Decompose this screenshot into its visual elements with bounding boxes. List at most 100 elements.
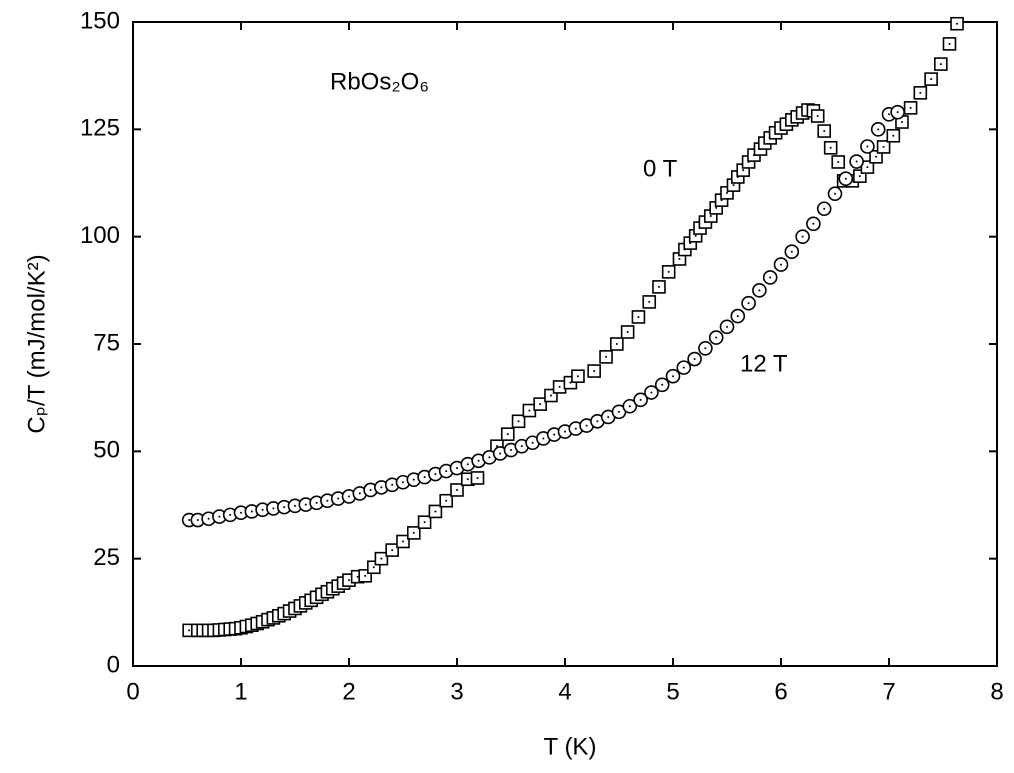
data-point: [806, 216, 821, 232]
data-point: [773, 257, 789, 272]
x-tick-label: 6: [774, 678, 787, 705]
marker-dot: [618, 410, 620, 413]
data-point: [924, 72, 938, 86]
marker-dot: [372, 566, 375, 569]
marker-dot: [882, 145, 885, 148]
x-tick-label: 2: [342, 678, 355, 705]
marker-dot: [558, 385, 561, 388]
marker-dot: [596, 420, 599, 423]
marker-dot: [539, 403, 542, 406]
marker-dot: [445, 470, 448, 473]
marker-dot: [823, 130, 826, 133]
marker-dot: [875, 155, 878, 158]
data-point: [876, 140, 891, 154]
marker-dot: [693, 358, 696, 361]
data-point: [470, 471, 485, 485]
marker-dot: [391, 549, 394, 552]
marker-dot: [412, 531, 415, 534]
marker-dot: [844, 177, 847, 180]
marker-dot: [829, 146, 832, 149]
data-point: [374, 551, 389, 566]
y-tick-label: 75: [93, 329, 120, 356]
marker-dot: [337, 497, 340, 500]
marker-dot: [956, 22, 959, 25]
data-point: [417, 515, 432, 529]
marker-dot: [866, 145, 869, 148]
data-point: [665, 368, 681, 384]
marker-dot: [888, 113, 890, 116]
data-point: [823, 140, 838, 155]
x-tick-label: 8: [990, 678, 1003, 705]
marker-dot: [391, 483, 394, 486]
marker-dot: [732, 184, 735, 187]
marker-dot: [709, 215, 712, 218]
x-axis-label: T (K): [544, 733, 597, 760]
data-point: [320, 493, 335, 509]
marker-dot: [661, 383, 664, 386]
data-point: [903, 101, 918, 115]
marker-dot: [380, 486, 383, 489]
marker-dot: [207, 517, 210, 520]
marker-dot: [892, 134, 895, 137]
data-point: [633, 392, 648, 408]
marker-dot: [272, 507, 275, 510]
marker-dot: [495, 445, 498, 448]
data-point: [698, 340, 713, 356]
data-point: [654, 377, 670, 393]
marker-dot: [919, 91, 922, 94]
marker-dot: [423, 521, 426, 524]
marker-dot: [605, 355, 608, 358]
marker-dot: [466, 478, 469, 481]
marker-dot: [639, 398, 642, 401]
data-point: [428, 504, 443, 519]
marker-dot: [726, 191, 728, 194]
data-point: [810, 109, 825, 123]
marker-dot: [229, 513, 232, 516]
marker-dot: [715, 336, 718, 339]
data-point: [870, 122, 886, 137]
data-point: [869, 150, 883, 164]
data-point: [860, 139, 875, 154]
marker-dot: [528, 409, 531, 412]
data-point: [587, 364, 601, 378]
data-point: [439, 493, 454, 508]
marker-dot: [218, 515, 221, 518]
marker-dot: [283, 506, 286, 509]
plot-frame: [132, 21, 998, 667]
data-point: [795, 229, 810, 244]
series-label: 12 T: [740, 350, 788, 377]
data-point: [533, 397, 547, 411]
data-point: [644, 385, 659, 400]
marker-dot: [188, 629, 191, 632]
marker-dot: [466, 463, 469, 466]
annotation: RbOs₂O₆: [330, 68, 429, 95]
marker-dot: [715, 206, 718, 209]
data-point: [511, 414, 526, 429]
marker-dot: [574, 427, 577, 430]
data-point: [816, 201, 832, 217]
data-point: [784, 244, 800, 259]
data-point: [849, 154, 864, 169]
marker-dot: [694, 234, 697, 237]
marker-dot: [726, 325, 728, 328]
y-tick-label: 125: [80, 115, 120, 142]
marker-dot: [250, 510, 253, 513]
marker-dot: [628, 405, 631, 408]
marker-dot: [499, 452, 502, 455]
marker-dot: [380, 557, 383, 560]
data-point: [233, 505, 249, 521]
marker-dot: [358, 492, 361, 495]
marker-dot: [356, 575, 359, 578]
marker-dot: [510, 449, 512, 452]
marker-dot: [780, 263, 782, 266]
data-point: [741, 295, 756, 311]
data-point: [708, 330, 724, 345]
marker-dot: [553, 433, 556, 436]
marker-dot: [909, 106, 912, 109]
marker-dot: [672, 375, 674, 378]
data-point: [676, 360, 692, 375]
marker-dot: [812, 222, 815, 225]
data-point: [886, 128, 901, 143]
marker-dot: [542, 437, 545, 440]
y-axis-label: Cₚ/T (mJ/mol/K²): [23, 254, 50, 433]
